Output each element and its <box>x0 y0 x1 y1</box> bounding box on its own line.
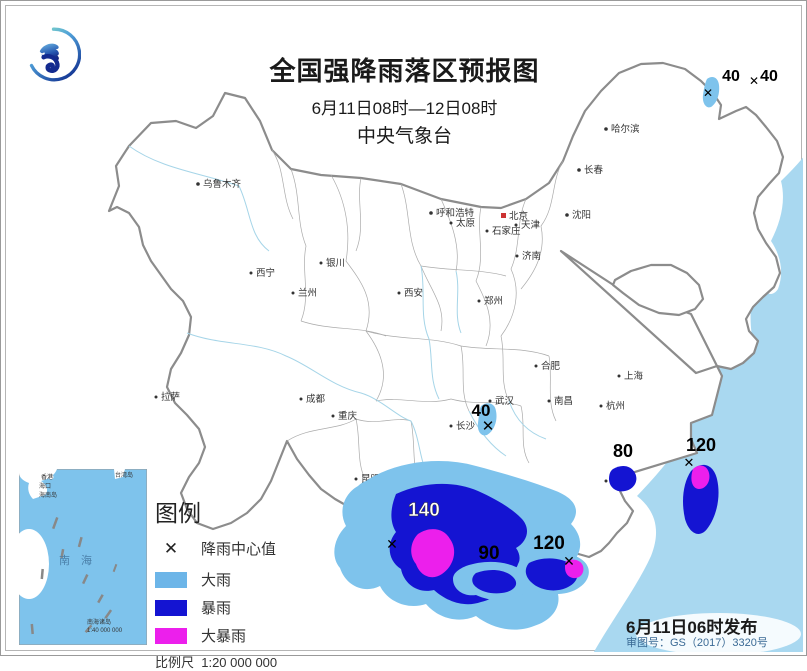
svg-text:沈阳: 沈阳 <box>572 209 591 221</box>
svg-text:40: 40 <box>472 401 491 420</box>
svg-text:乌鲁木齐: 乌鲁木齐 <box>203 178 242 190</box>
svg-text:西宁: 西宁 <box>256 267 275 279</box>
svg-text:武汉: 武汉 <box>495 395 515 407</box>
svg-text:合肥: 合肥 <box>541 360 561 372</box>
svg-text:长春: 长春 <box>584 164 604 176</box>
svg-text:海口: 海口 <box>39 482 51 490</box>
svg-text:天津: 天津 <box>521 220 541 231</box>
svg-text:成都: 成都 <box>306 393 326 405</box>
svg-text:120: 120 <box>533 533 565 554</box>
svg-text:兰州: 兰州 <box>298 287 317 299</box>
svg-text:80: 80 <box>613 441 633 461</box>
svg-text:杭州: 杭州 <box>606 400 625 412</box>
svg-text:海南岛: 海南岛 <box>39 491 57 499</box>
svg-text:石家庄: 石家庄 <box>492 225 521 237</box>
svg-text:台湾岛: 台湾岛 <box>115 471 133 479</box>
svg-text:拉萨: 拉萨 <box>161 391 181 403</box>
svg-text:✕: ✕ <box>563 553 575 569</box>
svg-text:西安: 西安 <box>404 287 423 299</box>
svg-text:太原: 太原 <box>456 217 475 229</box>
svg-text:120: 120 <box>686 435 716 455</box>
svg-text:南 海: 南 海 <box>59 553 92 567</box>
svg-text:郑州: 郑州 <box>484 295 503 307</box>
svg-text:✕: ✕ <box>482 418 495 435</box>
svg-text:✕: ✕ <box>684 455 695 470</box>
svg-text:济南: 济南 <box>522 250 541 262</box>
svg-text:140: 140 <box>408 500 440 521</box>
svg-text:90: 90 <box>478 543 499 564</box>
svg-text:1:40 000 000: 1:40 000 000 <box>87 628 123 634</box>
svg-text:南海诸岛: 南海诸岛 <box>87 618 111 626</box>
svg-text:✕: ✕ <box>386 536 398 552</box>
svg-text:上海: 上海 <box>624 370 644 382</box>
svg-text:银川: 银川 <box>326 257 345 269</box>
svg-text:南昌: 南昌 <box>554 395 573 407</box>
svg-text:重庆: 重庆 <box>338 410 358 422</box>
svg-text:香港: 香港 <box>41 473 53 481</box>
svg-text:长沙: 长沙 <box>456 420 476 432</box>
